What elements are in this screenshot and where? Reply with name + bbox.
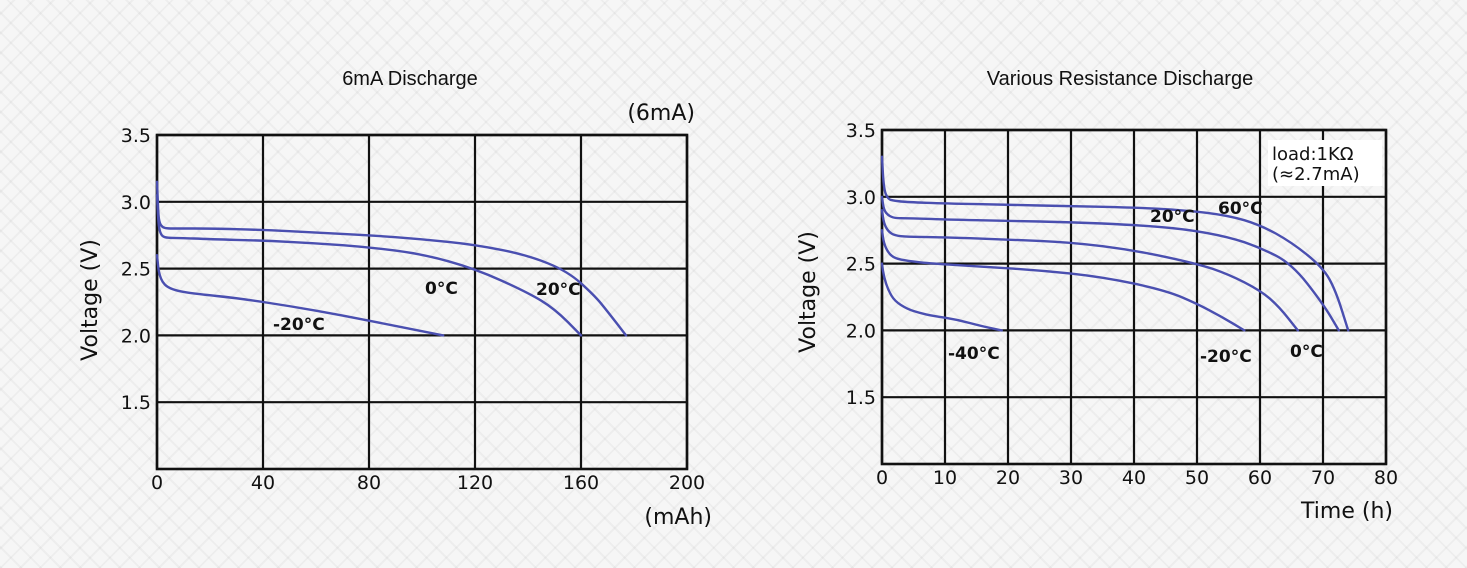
x-tick-label: 80: [357, 472, 381, 494]
series-line-minus-20c: [155, 254, 445, 337]
series-label-minus-20c: -20°C: [1200, 347, 1252, 367]
x-tick-label: 70: [1311, 467, 1335, 489]
y-tick-label: 1.5: [121, 392, 151, 414]
series-line-0c: [155, 193, 583, 337]
y-axis-label: Voltage (V): [796, 231, 821, 353]
y-tick-label: 3.5: [846, 120, 876, 142]
chart-title: Various Resistance Discharge: [987, 68, 1253, 90]
x-tick-label: 200: [669, 472, 705, 494]
x-tick-label: 10: [933, 467, 957, 489]
x-tick-label: 160: [563, 472, 599, 494]
series-lines: [880, 155, 1350, 332]
x-axis-unit: (mAh): [644, 505, 712, 530]
x-tick-label: 0: [876, 467, 888, 489]
x-tick-label: 120: [457, 472, 493, 494]
y-tick-label: 2.0: [121, 325, 151, 347]
x-axis-label: Time (h): [1300, 499, 1393, 524]
x-tick-label: 50: [1185, 467, 1209, 489]
tick-labels: 0 10 20 30 40 50 60 70 80 1.5 2.0 2.5 3.0 3.5: [846, 120, 1398, 489]
chart-title: 6mA Discharge: [342, 68, 478, 90]
x-tick-label: 30: [1059, 467, 1083, 489]
y-tick-label: 3.5: [121, 125, 151, 147]
load-note-background: [1268, 140, 1382, 186]
y-tick-label: 2.5: [846, 254, 876, 276]
x-tick-label: 40: [251, 472, 275, 494]
series-line-minus-40c: [880, 262, 1003, 332]
x-tick-label: 40: [1122, 467, 1146, 489]
y-axis-label: Voltage (V): [78, 239, 103, 361]
plot-frame: [155, 133, 689, 471]
series-label-0c: 0°C: [425, 279, 458, 299]
series-label-20c: 20°C: [1150, 207, 1195, 227]
series-label-0c: 0°C: [1290, 342, 1323, 362]
series-line-0c: [880, 209, 1299, 332]
grid: [155, 133, 689, 471]
x-tick-label: 80: [1374, 467, 1398, 489]
chart-various-resistance-discharge: Various Resistance Discharge Voltage (V)…: [796, 68, 1398, 524]
plot-frame: [880, 128, 1388, 466]
current-note: (6mA): [627, 101, 695, 126]
series-label-minus-40c: -40°C: [948, 344, 1000, 364]
y-tick-label: 3.0: [121, 192, 151, 214]
series-lines: [155, 180, 628, 337]
load-note-line2: (≈2.7mA): [1272, 164, 1360, 185]
y-tick-label: 1.5: [846, 387, 876, 409]
x-tick-label: 60: [1248, 467, 1272, 489]
y-tick-label: 3.0: [846, 187, 876, 209]
grid: [880, 128, 1388, 466]
y-tick-label: 2.0: [846, 320, 876, 342]
load-note-line1: load:1KΩ: [1272, 144, 1354, 165]
chart-6ma-discharge: 6mA Discharge (6mA) Voltage (V) (mAh) 0 4…: [78, 68, 712, 530]
series-label-20c: 20°C: [536, 280, 581, 300]
series-line-20c: [155, 180, 628, 337]
tick-labels: 0 40 80 120 160 200 1.5 2.0 2.5 3.0 3.5: [121, 125, 705, 494]
x-tick-label: 20: [996, 467, 1020, 489]
series-label-60c: 60°C: [1218, 199, 1263, 219]
y-tick-label: 2.5: [121, 259, 151, 281]
series-line-60c: [880, 155, 1350, 332]
x-tick-label: 0: [151, 472, 163, 494]
series-line-20c: [880, 195, 1340, 332]
series-line-minus-20c: [880, 229, 1246, 332]
series-label-minus-20c: -20°C: [273, 315, 325, 335]
